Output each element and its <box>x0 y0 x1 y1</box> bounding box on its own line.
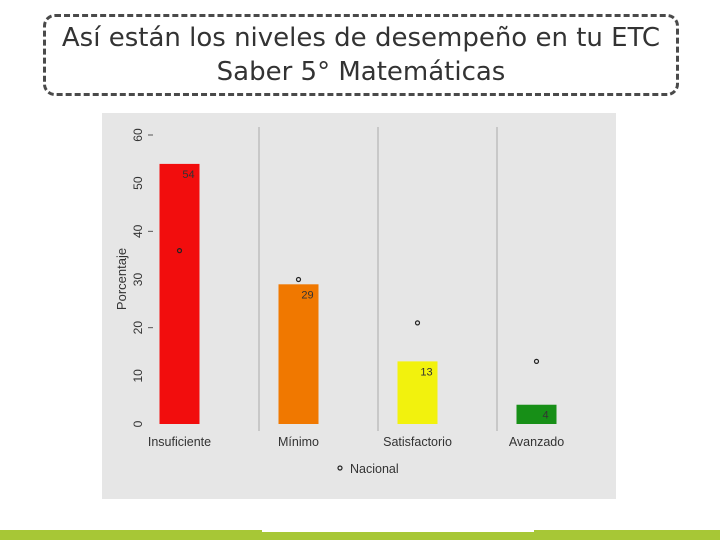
chart: 0 10 20 30 40 50 60 Porcentaje 54 Insuficiente 29 M… <box>102 113 616 499</box>
x-category-label: Satisfactorio <box>383 435 452 449</box>
title-box: Así están los niveles de desempeño en tu… <box>43 14 679 96</box>
x-category-label: Avanzado <box>509 435 564 449</box>
y-tick-label: 10 <box>131 369 145 383</box>
bar-satisfactorio <box>397 361 438 424</box>
bar-mínimo <box>278 284 319 424</box>
bar-insuficiente <box>159 163 200 424</box>
y-tick-label: 50 <box>131 176 145 190</box>
x-category-label: Mínimo <box>278 435 319 449</box>
bar-value-label: 54 <box>182 169 194 181</box>
legend-label: Nacional <box>350 462 399 476</box>
legend-marker <box>337 465 343 471</box>
footer-accent <box>262 528 534 532</box>
y-tick-label: 0 <box>131 420 145 427</box>
bar-value-label: 13 <box>420 366 432 378</box>
nacional-point <box>414 320 421 326</box>
y-axis-label: Porcentaje <box>114 248 129 310</box>
nacional-point <box>176 248 183 254</box>
bar-value-label: 4 <box>542 410 548 422</box>
chart-svg: 0 10 20 30 40 50 60 Porcentaje 54 Insuficiente 29 M… <box>102 113 616 499</box>
title-line-2: Saber 5° Matemáticas <box>216 57 506 87</box>
bar-avanzado <box>516 404 557 424</box>
nacional-point <box>295 276 302 283</box>
footer-bar <box>0 530 720 540</box>
nacional-point <box>533 358 540 364</box>
y-tick-label: 60 <box>131 128 145 142</box>
y-tick-label: 40 <box>131 224 145 238</box>
x-category-label: Insuficiente <box>148 435 211 449</box>
title-line-1: Así están los niveles de desempeño en tu… <box>61 23 661 53</box>
y-tick-label: 20 <box>131 321 145 335</box>
y-tick-label: 30 <box>131 273 145 287</box>
bar-value-label: 29 <box>301 289 313 301</box>
